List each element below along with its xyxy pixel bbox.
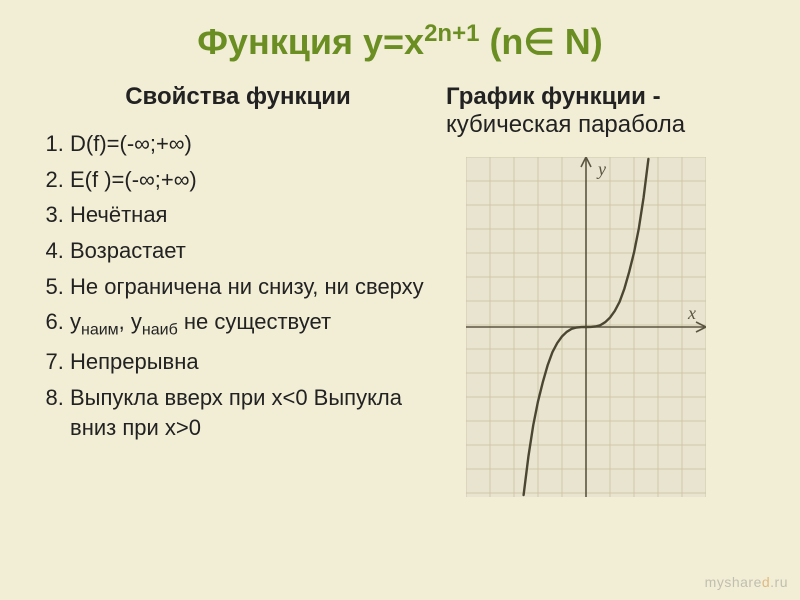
properties-heading: Свойства функции	[40, 83, 436, 111]
title-suffix-close: N)	[555, 21, 603, 62]
property-item: Нечётная	[70, 200, 436, 230]
page-title: Функция y=x2n+1 (n∈ N)	[0, 0, 800, 63]
svg-text:x: x	[687, 303, 696, 323]
graph-heading-plain: кубическая парабола	[446, 111, 685, 138]
property-item: D(f)=(-∞;+∞)	[70, 129, 436, 159]
property-item: Не ограничена ни снизу, ни сверху	[70, 272, 436, 302]
property-item: E(f )=(-∞;+∞)	[70, 165, 436, 195]
title-suffix-open: (n	[479, 21, 523, 62]
property-item: yнаим, yнаиб не существует	[70, 307, 436, 341]
properties-list: D(f)=(-∞;+∞) E(f )=(-∞;+∞) Нечётная Возраст…	[40, 129, 436, 442]
cubic-parabola-chart: yx	[466, 157, 760, 502]
property-item: Возрастает	[70, 236, 436, 266]
content-columns: Свойства функции D(f)=(-∞;+∞) E(f )=(-∞;+…	[0, 63, 800, 502]
watermark: myshared.ru	[705, 574, 788, 590]
graph-heading: График функции - кубическая парабола	[446, 83, 760, 139]
property-item: Выпукла вверх при x<0 Выпукла вниз при x…	[70, 383, 436, 442]
element-of-symbol: ∈	[523, 22, 554, 62]
properties-column: Свойства функции D(f)=(-∞;+∞) E(f )=(-∞;+…	[40, 83, 436, 502]
svg-text:y: y	[596, 159, 606, 179]
title-exponent: 2n+1	[424, 20, 479, 47]
title-prefix: Функция y=x	[197, 21, 424, 62]
graph-column: График функции - кубическая парабола yx	[436, 83, 760, 502]
graph-heading-bold: График функции -	[446, 83, 661, 110]
chart-svg: yx	[466, 157, 706, 497]
property-item: Непрерывна	[70, 347, 436, 377]
